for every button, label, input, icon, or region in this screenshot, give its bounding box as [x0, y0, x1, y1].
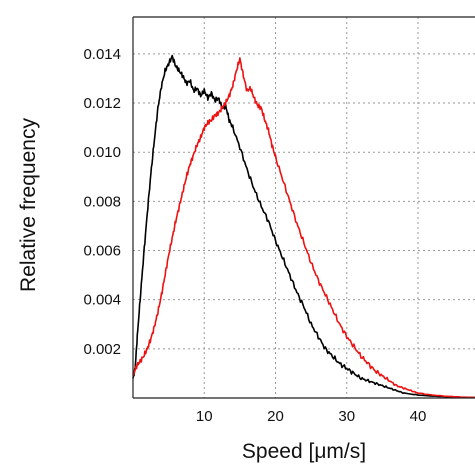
- grid-lines: [133, 17, 475, 398]
- y-tick-label: 0.012: [83, 95, 121, 112]
- y-axis-title: Relative frequency: [17, 118, 40, 292]
- x-tick-label: 30: [338, 408, 355, 425]
- plot-area: [133, 17, 475, 398]
- x-tick-label: 10: [196, 408, 213, 425]
- x-axis-title: Speed [μm/s]: [242, 440, 366, 463]
- series-line-2: [132, 57, 475, 399]
- x-tick-label: 40: [410, 408, 427, 425]
- y-tick-label: 0.014: [83, 46, 121, 63]
- tick-labels: 10 20 30 40 0.002 0.004 0.006 0.008 0.010 0.012 0.…: [83, 46, 426, 425]
- axes: [132, 16, 475, 399]
- y-tick-label: 0.010: [83, 144, 121, 161]
- y-tick-label: 0.006: [83, 243, 121, 260]
- x-tick-label: 20: [267, 408, 284, 425]
- y-tick-label: 0.002: [83, 341, 121, 358]
- series-line-1: [132, 54, 475, 399]
- y-tick-label: 0.008: [83, 193, 121, 210]
- series-lines: [132, 54, 475, 399]
- y-tick-label: 0.004: [83, 292, 121, 309]
